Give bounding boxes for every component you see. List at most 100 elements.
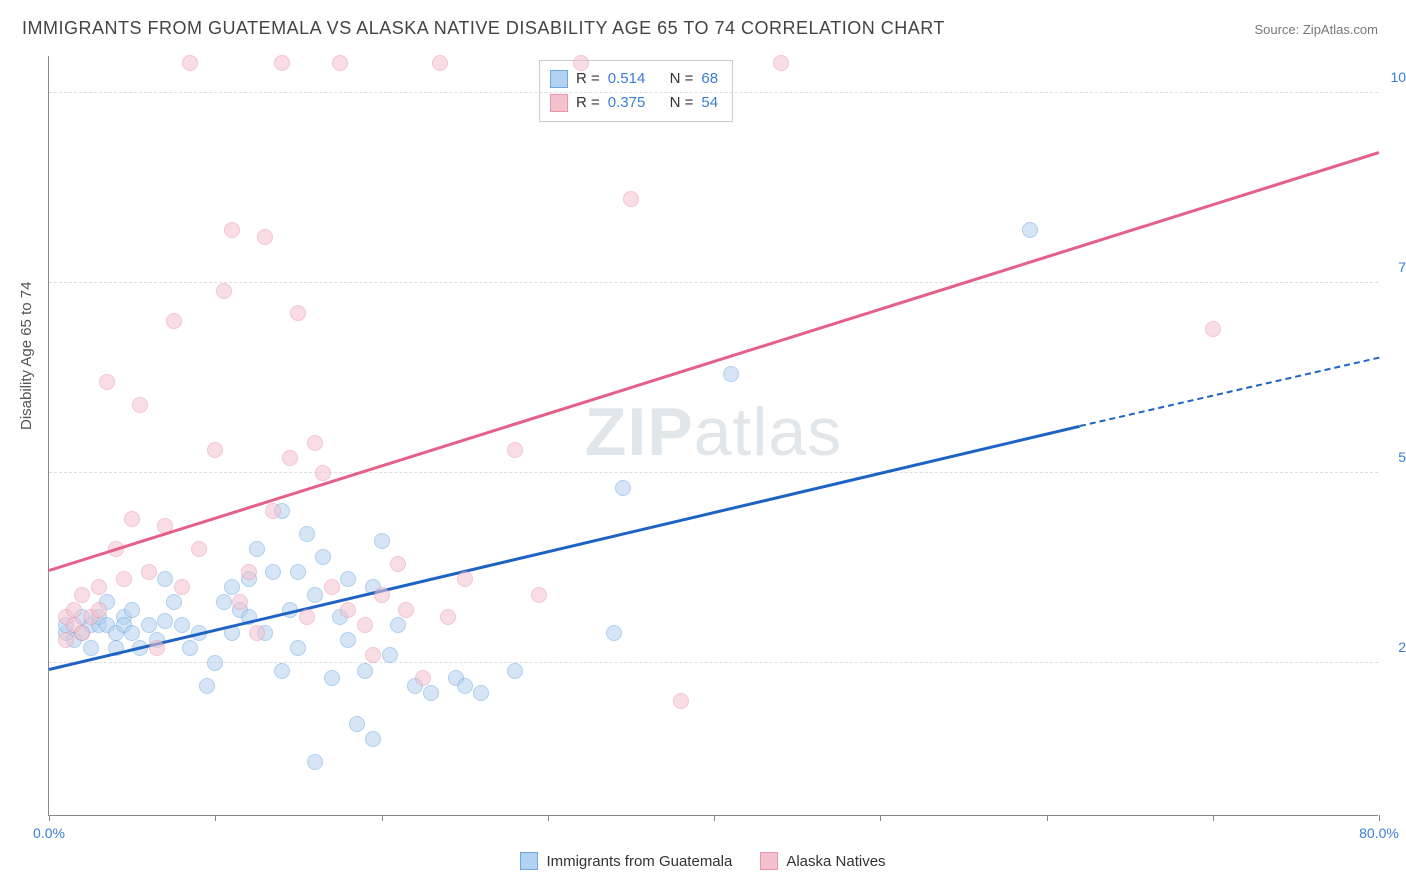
scatter-point	[390, 556, 406, 572]
scatter-point	[216, 594, 232, 610]
chart-source: Source: ZipAtlas.com	[1254, 22, 1378, 37]
n-value-1: 54	[701, 91, 718, 115]
scatter-point	[382, 647, 398, 663]
scatter-point	[290, 305, 306, 321]
x-tick	[49, 815, 50, 821]
bottom-legend: Immigrants from Guatemala Alaska Natives	[0, 852, 1406, 870]
scatter-point	[374, 533, 390, 549]
scatter-point	[365, 731, 381, 747]
scatter-point	[290, 564, 306, 580]
scatter-point	[199, 678, 215, 694]
r-value-0: 0.514	[608, 67, 646, 91]
scatter-point	[340, 602, 356, 618]
scatter-point	[124, 625, 140, 641]
scatter-point	[315, 549, 331, 565]
scatter-point	[374, 587, 390, 603]
scatter-point	[282, 450, 298, 466]
x-tick	[1379, 815, 1380, 821]
scatter-point	[124, 511, 140, 527]
scatter-point	[324, 670, 340, 686]
scatter-point	[166, 313, 182, 329]
scatter-point	[332, 55, 348, 71]
gridline	[49, 472, 1378, 473]
scatter-point	[307, 754, 323, 770]
scatter-point	[141, 617, 157, 633]
scatter-point	[473, 685, 489, 701]
scatter-point	[324, 579, 340, 595]
scatter-point	[149, 640, 165, 656]
n-value-0: 68	[701, 67, 718, 91]
scatter-point	[74, 625, 90, 641]
r-label-1: R =	[576, 91, 600, 115]
scatter-point	[340, 571, 356, 587]
bottom-legend-label-0: Immigrants from Guatemala	[546, 853, 732, 870]
n-label-1: N =	[670, 91, 694, 115]
scatter-point	[116, 571, 132, 587]
chart-container: IMMIGRANTS FROM GUATEMALA VS ALASKA NATI…	[0, 0, 1406, 892]
scatter-point	[174, 617, 190, 633]
source-name: ZipAtlas.com	[1303, 22, 1378, 37]
scatter-point	[299, 526, 315, 542]
scatter-point	[66, 602, 82, 618]
scatter-point	[274, 55, 290, 71]
scatter-point	[423, 685, 439, 701]
scatter-point	[606, 625, 622, 641]
x-tick-label: 0.0%	[33, 825, 65, 841]
scatter-point	[224, 579, 240, 595]
scatter-point	[340, 632, 356, 648]
scatter-point	[91, 602, 107, 618]
x-tick	[1047, 815, 1048, 821]
watermark-zip: ZIP	[585, 394, 694, 470]
n-label-0: N =	[670, 67, 694, 91]
scatter-point	[265, 503, 281, 519]
trend-line	[49, 151, 1380, 572]
scatter-point	[74, 587, 90, 603]
scatter-point	[531, 587, 547, 603]
scatter-point	[623, 191, 639, 207]
scatter-point	[1022, 222, 1038, 238]
chart-title: IMMIGRANTS FROM GUATEMALA VS ALASKA NATI…	[22, 18, 945, 39]
trend-line	[1080, 357, 1380, 427]
scatter-point	[398, 602, 414, 618]
scatter-point	[274, 663, 290, 679]
y-tick-label: 100.0%	[1383, 69, 1406, 85]
scatter-point	[349, 716, 365, 732]
scatter-point	[773, 55, 789, 71]
scatter-point	[507, 663, 523, 679]
scatter-point	[99, 374, 115, 390]
scatter-point	[457, 678, 473, 694]
scatter-point	[182, 640, 198, 656]
scatter-point	[365, 647, 381, 663]
scatter-point	[357, 617, 373, 633]
y-tick-label: 50.0%	[1383, 449, 1406, 465]
scatter-point	[457, 571, 473, 587]
watermark-atlas: atlas	[694, 394, 843, 470]
scatter-point	[1205, 321, 1221, 337]
scatter-point	[615, 480, 631, 496]
y-axis-title: Disability Age 65 to 74	[18, 282, 35, 430]
plot-area: ZIPatlas R = 0.514 N = 68 R = 0.375 N = …	[48, 56, 1378, 816]
legend-swatch-0	[550, 70, 568, 88]
scatter-point	[673, 693, 689, 709]
scatter-point	[232, 594, 248, 610]
stats-row-1: R = 0.375 N = 54	[550, 91, 718, 115]
bottom-legend-swatch-1	[760, 852, 778, 870]
r-value-1: 0.375	[608, 91, 646, 115]
scatter-point	[174, 579, 190, 595]
scatter-point	[723, 366, 739, 382]
scatter-point	[307, 435, 323, 451]
legend-swatch-1	[550, 94, 568, 112]
scatter-point	[141, 564, 157, 580]
source-label: Source:	[1254, 22, 1302, 37]
scatter-point	[357, 663, 373, 679]
gridline	[49, 282, 1378, 283]
watermark: ZIPatlas	[585, 393, 842, 471]
scatter-point	[265, 564, 281, 580]
scatter-point	[507, 442, 523, 458]
scatter-point	[124, 602, 140, 618]
scatter-point	[257, 229, 273, 245]
stats-legend: R = 0.514 N = 68 R = 0.375 N = 54	[539, 60, 733, 122]
y-tick-label: 25.0%	[1383, 639, 1406, 655]
stats-row-0: R = 0.514 N = 68	[550, 67, 718, 91]
scatter-point	[83, 640, 99, 656]
